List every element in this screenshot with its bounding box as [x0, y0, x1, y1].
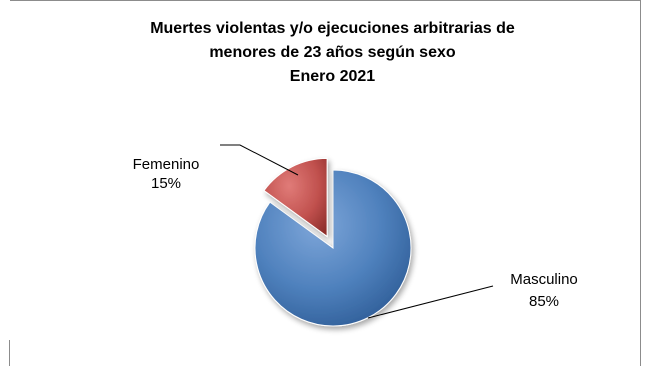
chart-title-line-1: Muertes violentas y/o ejecuciones arbitr…	[150, 20, 515, 37]
chart-title: Muertes violentas y/o ejecuciones arbitr…	[0, 17, 645, 89]
chart-border-left	[9, 340, 10, 366]
slice-percent-femenino: 15%	[151, 175, 181, 192]
chart-border-right	[640, 0, 641, 366]
slice-label-masculino: Masculino	[510, 271, 578, 288]
chart-border-top	[10, 0, 640, 1]
slice-label-femenino: Femenino	[133, 156, 200, 173]
pie-slice-femenino	[263, 157, 328, 238]
leader-line-femenino	[220, 144, 299, 176]
leader-line-masculino	[367, 285, 494, 319]
chart-title-line-2: menores de 23 años según sexo	[209, 44, 456, 61]
slice-percent-masculino: 85%	[529, 293, 559, 310]
chart-title-line-3: Enero 2021	[289, 68, 376, 85]
